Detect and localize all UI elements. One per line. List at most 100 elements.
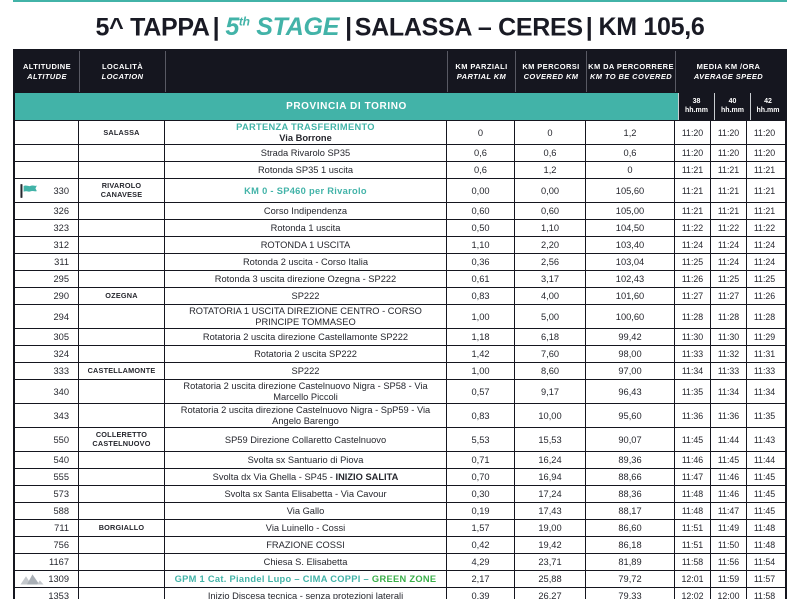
description-line: Inizio Discesa tecnica - senza protezion…	[208, 591, 403, 599]
km-to-be-covered-cell: 100,60	[586, 305, 675, 329]
time-38-cell: 11:26	[675, 271, 711, 288]
location-cell: RIVAROLO CANAVESE	[79, 179, 165, 203]
km-partial-cell: 1,00	[447, 363, 515, 380]
km-covered-cell: 26,27	[515, 588, 586, 599]
km-to-be-covered-cell: 95,60	[586, 404, 675, 428]
km-partial-cell: 0,71	[447, 452, 515, 469]
time-38-cell: 11:20	[675, 145, 711, 162]
time-42-cell: 11:20	[753, 148, 776, 159]
header-label-en: ALTITUDE	[27, 71, 67, 81]
km-partial-cell: 0,61	[447, 271, 515, 288]
location-cell	[79, 537, 165, 554]
km-covered-cell: 19,42	[515, 537, 586, 554]
km-partial-cell: 0,36	[447, 254, 515, 271]
description-cell: Rotonda 2 uscita - Corso Italia	[165, 254, 447, 271]
description-line: Svolta sx Santa Elisabetta - Via Cavour	[224, 489, 386, 500]
altitude-cell: 326	[15, 203, 79, 220]
description-cell: Rotatoria 2 uscita direzione Castelnuovo…	[165, 404, 447, 428]
description-segment: Svolta sx Santa Elisabetta - Via Cavour	[224, 489, 387, 500]
table-row: 290 OZEGNA SP222 0,83 4,00 101,60 11:27 …	[15, 287, 785, 305]
description-line: Via Borrone	[279, 133, 332, 144]
time-42-cell: 11:26	[753, 291, 776, 302]
time-40-cell: 11:45	[711, 452, 747, 469]
speed-unit: hh.mm	[721, 106, 744, 114]
page-title: 5^ TAPPA | 5th STAGE | SALASSA – CERES | KM 10…	[0, 7, 800, 42]
km-to-be-covered-cell: 103,04	[586, 254, 675, 271]
location-label: OZEGNA	[105, 291, 138, 301]
table-row: 573 Svolta sx Santa Elisabetta - Via Cav…	[15, 485, 785, 503]
location-cell	[79, 503, 165, 520]
table-row: 324 Rotatoria 2 uscita SP222 1,42 7,60 9…	[15, 345, 785, 363]
time-40-cell: 11:21	[711, 162, 747, 179]
description-segment: SP59 Direzione Collaretto Castelnuovo	[224, 434, 387, 445]
km-covered-cell: 4,00	[515, 288, 586, 305]
location-cell	[79, 588, 165, 599]
header-label-en: KM TO BE COVERED	[589, 71, 673, 81]
description-segment: INIZIO SALITA	[335, 472, 399, 483]
location-cell: BORGIALLO	[79, 520, 165, 537]
description-line: Svolta dx Via Ghella - SP45 - INIZIO SAL…	[213, 472, 399, 483]
time-38-cell: 11:48	[675, 503, 711, 520]
table-row: 333 CASTELLAMONTE SP222 1,00 8,60 97,00 …	[15, 362, 785, 380]
roadbook-table: ALTITUDINE ALTITUDE LOCALITÀ LOCATION KM…	[13, 49, 787, 599]
altitude-cell: 1309	[15, 571, 79, 588]
table-row: 340 Rotatoria 2 uscita direzione Casteln…	[15, 379, 785, 404]
km-covered-cell: 25,88	[515, 571, 586, 588]
description-line: FRAZIONE COSSI	[266, 540, 345, 551]
km-partial-cell: 0	[447, 121, 515, 145]
description-segment: FRAZIONE COSSI	[266, 540, 345, 551]
altitude-value: 711	[54, 523, 69, 534]
description-segment: Svolta dx Via Ghella - SP45 -	[212, 472, 336, 483]
km-partial-cell: 1,57	[447, 520, 515, 537]
time-38-cell: 11:46	[675, 452, 711, 469]
time-38-cell: 11:24	[675, 237, 711, 254]
location-cell: SALASSA	[79, 121, 165, 145]
km-covered-cell: 15,53	[515, 428, 586, 452]
location-cell	[79, 254, 165, 271]
table-row: 305 Rotatoria 2 uscita direzione Castell…	[15, 328, 785, 346]
time-40-cell: 11:20	[711, 121, 747, 145]
km-covered-cell: 2,56	[515, 254, 586, 271]
speed-unit: hh.mm	[685, 106, 708, 114]
header-altitude: ALTITUDINE ALTITUDE	[15, 51, 79, 92]
time-40-cell: 11:49	[711, 520, 747, 537]
description-segment: PARTENZA TRASFERIMENTO	[236, 122, 375, 133]
header-label-it: KM PERCORSI	[522, 62, 580, 72]
title-separator: |	[212, 13, 220, 42]
table-row: 343 Rotatoria 2 uscita direzione Casteln…	[15, 403, 785, 428]
altitude-value: 294	[53, 311, 69, 322]
km-to-be-covered-cell: 105,00	[586, 203, 675, 220]
table-row: 540 Svolta sx Santuario di Piova 0,71 16…	[15, 451, 785, 469]
table-row: 1167 Chiesa S. Elisabetta 4,29 23,71 81,…	[15, 553, 785, 571]
time-40-cell: 11:24	[711, 237, 747, 254]
time-42-cell: 11:58	[753, 591, 776, 599]
description-line: ROTATORIA 1 USCITA DIREZIONE CENTRO - CO…	[169, 306, 442, 327]
title-tappa: 5^ TAPPA	[95, 13, 210, 42]
table-row: 312 ROTONDA 1 USCITA 1,10 2,20 103,40 11…	[15, 236, 785, 254]
location-label: SALASSA	[103, 127, 140, 137]
description-cell: Chiesa S. Elisabetta	[165, 554, 447, 571]
location-cell	[79, 346, 165, 363]
km-covered-cell: 16,94	[515, 469, 586, 486]
location-label: CASTELLAMONTE	[87, 366, 156, 376]
time-42-cell: 11:45	[753, 489, 776, 500]
km-to-be-covered-cell: 88,66	[586, 469, 675, 486]
altitude-value: 343	[53, 410, 69, 421]
altitude-cell: 330	[15, 179, 79, 203]
description-segment: SP222	[291, 291, 320, 302]
description-segment: SP222	[291, 366, 320, 377]
km-partial-cell: 1,10	[447, 237, 515, 254]
description-segment: ROTONDA 1 USCITA	[260, 240, 351, 251]
km-to-be-covered-cell: 88,17	[586, 503, 675, 520]
title-stage: 5th STAGE	[225, 13, 339, 41]
altitude-value: 330	[53, 185, 69, 196]
altitude-value: 290	[53, 291, 69, 302]
time-38-cell: 11:51	[675, 520, 711, 537]
description-line: Rotatoria 2 uscita direzione Castellamon…	[203, 332, 408, 343]
time-42-cell: 11:22	[753, 223, 776, 234]
location-cell	[79, 237, 165, 254]
altitude-value: 540	[53, 455, 69, 466]
km-to-be-covered-cell: 103,40	[586, 237, 675, 254]
time-42-cell: 11:34	[753, 386, 776, 397]
time-42-cell: 11:43	[753, 434, 776, 445]
